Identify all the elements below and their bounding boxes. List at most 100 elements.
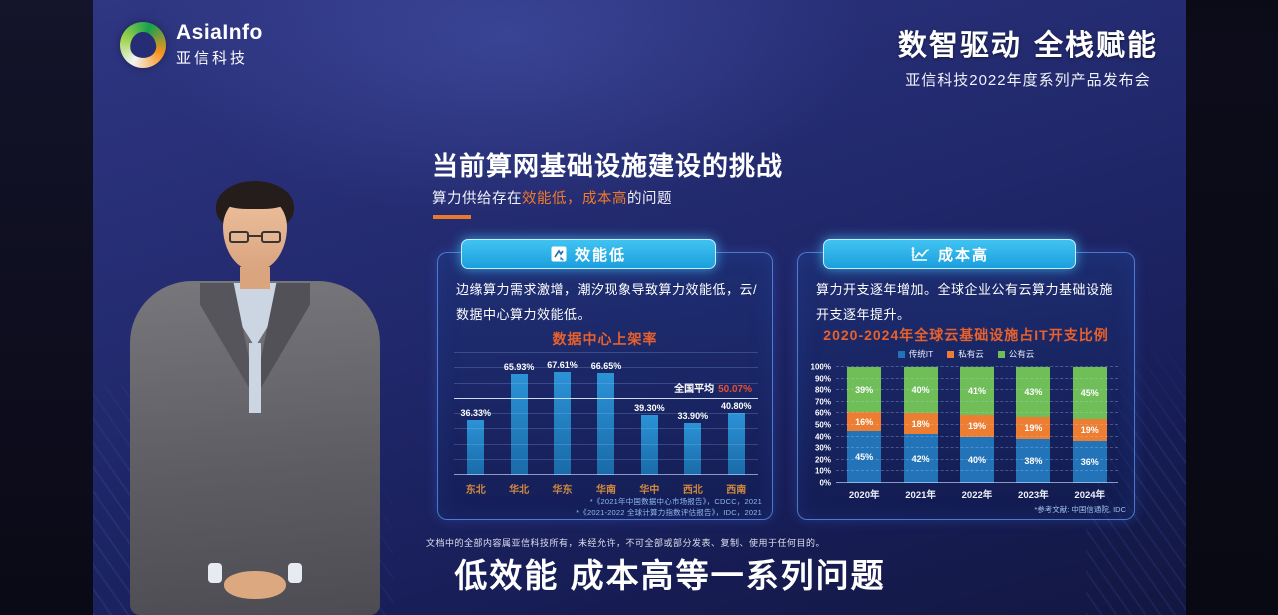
cloud-spend-legend: 传统IT 私有云 公有云 (798, 348, 1134, 360)
asiainfo-logo: AsiaInfo 亚信科技 (120, 22, 263, 68)
x-tick-label: 华东 (552, 485, 573, 496)
legend-item: 私有云 (947, 348, 984, 360)
stacked-bar-column: 40% 19% 41% (957, 367, 997, 483)
presenter-glasses-right (261, 231, 281, 243)
bar-segment: 39% (847, 367, 882, 413)
y-tick-label: 60% (814, 408, 831, 418)
x-tick-label: 西南 (726, 485, 747, 496)
gridline (836, 366, 1118, 367)
bar (727, 412, 745, 475)
y-tick-label: 70% (814, 397, 831, 407)
bar-column: 36.33% (456, 408, 496, 475)
x-axis-line (454, 474, 758, 475)
national-average-label: 全国平均 50.07% (674, 380, 752, 395)
average-label-value: 50.07% (718, 383, 752, 395)
subtitle-text-suffix: 的问题 (627, 191, 672, 207)
bar (510, 374, 528, 475)
legend-label: 传统IT (908, 349, 934, 359)
presenter-cuff-left (208, 563, 222, 583)
y-tick-label: 10% (814, 466, 831, 476)
bar-segment: 18% (903, 413, 938, 435)
presenter-shirt-placket (249, 343, 261, 413)
legend-item: 公有云 (997, 348, 1034, 360)
x-tick-label: 2021年 (905, 490, 936, 501)
efficiency-panel-title: 效能低 (574, 246, 626, 264)
gridline (836, 447, 1118, 449)
y-tick-label: 30% (814, 443, 831, 453)
gridline (836, 389, 1118, 391)
slide-subtitle: 算力供给存在效能低，成本高的问题 (432, 187, 672, 208)
bar (467, 419, 485, 475)
bar-value-label: 39.30% (634, 403, 665, 414)
cloud-spend-x-labels: 2020年 2021年 2022年 2023年 2024年 (836, 487, 1118, 501)
subtitle-highlight-efficiency: 效能低， (522, 191, 582, 207)
x-axis-line (836, 482, 1118, 483)
footnote-line: *《2021-2022 全球计算力指数评估报告》，IDC，2021 (576, 508, 762, 518)
presenter-neck (240, 267, 270, 289)
gridline (454, 397, 758, 399)
gridline (454, 413, 758, 414)
logo-title: AsiaInfo (176, 21, 263, 45)
gridline (454, 458, 758, 460)
efficiency-panel: 效能低 边缘算力需求激增，潮汐现象导致算力效能低，云/数据中心算力效能低。 数据… (437, 239, 773, 520)
rack-rate-chart-title: 数据中心上架率 (552, 331, 658, 347)
bar-segment: 19% (959, 414, 994, 437)
x-tick-label: 东北 (465, 485, 486, 496)
cost-panel-header[interactable]: 成本高 (823, 239, 1076, 269)
bar-segment: 40% (959, 436, 994, 483)
gridline (454, 443, 758, 445)
bar-segment: 43% (1016, 367, 1051, 417)
national-average-line (454, 397, 758, 399)
gridline (836, 458, 1118, 460)
y-tick-label: 20% (814, 455, 831, 465)
letterbox-right (1186, 0, 1278, 615)
x-tick-label: 2024年 (1074, 490, 1106, 501)
x-tick-label: 2023年 (1018, 490, 1049, 501)
x-tick-label: 华北 (509, 485, 530, 496)
bar-segment: 19% (1072, 419, 1107, 442)
legend-item: 传统IT (897, 348, 934, 360)
cloud-spend-chart: 45% 16% 39% 42% 18% 40% 40% 19% 41% 38% 19% 43% 36% 1… (811, 363, 1118, 488)
subtitle-text: 算力供给存在 (432, 191, 522, 207)
cost-panel-title: 成本高 (937, 246, 989, 264)
presenter-glasses-bridge (249, 235, 261, 237)
bar-column: 39.30% (629, 403, 669, 475)
rack-rate-chart: 36.33% 65.93% 67.61% 66.65% 39.30% 33.90% 40.8… (454, 352, 758, 475)
bar-segment: 45% (847, 430, 882, 483)
bar-value-label: 66.65% (590, 361, 622, 372)
rack-rate-bars: 36.33% 65.93% 67.61% 66.65% 39.30% 33.90% 40.8… (454, 353, 758, 475)
legend-swatch (947, 350, 955, 358)
event-banner: 数智驱动 全栈赋能 亚信科技2022年度系列产品发布会 (898, 22, 1158, 90)
bar-value-label: 40.80% (720, 400, 752, 411)
y-tick-label: 80% (814, 385, 831, 395)
stacked-bar-column: 36% 19% 45% (1070, 367, 1110, 483)
letterbox-left (0, 0, 93, 615)
bar (684, 423, 702, 475)
efficiency-panel-header[interactable]: 效能低 (461, 239, 716, 269)
bar-segment: 45% (1072, 367, 1107, 420)
x-tick-label: 西北 (682, 485, 703, 496)
x-tick-label: 华中 (639, 485, 660, 496)
cost-description: 算力开支逐年增加。全球企业公有云算力基础设施开支逐年提升。 (816, 282, 1114, 323)
presenter-fringe (220, 187, 290, 209)
subtitle-caption: 低效能 成本高等一系列问题 (454, 557, 886, 594)
x-tick-label: 华南 (595, 485, 616, 496)
gridline (836, 412, 1118, 414)
presenter-glasses-left (229, 231, 249, 243)
bar-segment: 16% (847, 412, 882, 431)
x-tick-label: 2020年 (848, 490, 880, 501)
y-tick-label: 90% (814, 374, 831, 384)
y-tick-label: 40% (814, 432, 831, 442)
x-tick-label: 2022年 (961, 490, 993, 501)
event-name: 亚信科技2022年度系列产品发布会 (905, 72, 1151, 89)
bar-value-label: 36.33% (460, 407, 491, 418)
bar-segment: 41% (959, 367, 994, 415)
bar-column: 33.90% (673, 411, 713, 475)
bar-segment: 38% (1016, 438, 1051, 483)
presenter-hands (224, 571, 286, 599)
legend-swatch (897, 350, 905, 358)
bar (640, 415, 658, 475)
bar-value-label: 67.61% (547, 359, 578, 370)
rack-rate-x-labels: 东北 华北 华东 华南 华中 西北 西南 (454, 481, 758, 496)
